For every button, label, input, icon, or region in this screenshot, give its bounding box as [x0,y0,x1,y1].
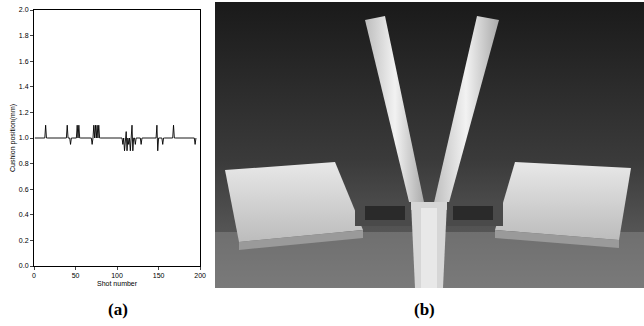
svg-text:100: 100 [111,272,123,279]
svg-text:1.6: 1.6 [19,58,29,65]
svg-text:1.8: 1.8 [19,32,29,39]
html-text:(a): (a) [108,300,128,319]
svg-text:2.0: 2.0 [19,6,29,13]
svg-text:50: 50 [72,272,80,279]
svg-text:0.6: 0.6 [19,186,29,193]
svg-text:200: 200 [194,272,206,279]
svg-text:1.4: 1.4 [19,83,29,90]
svg-text:0.4: 0.4 [19,211,29,218]
svg-text:150: 150 [153,272,165,279]
svg-text:0.2: 0.2 [19,237,29,244]
svg-text:Shot number: Shot number [97,280,138,287]
svg-text:0.8: 0.8 [19,160,29,167]
svg-text:1.0: 1.0 [19,134,29,141]
svg-text:1.2: 1.2 [19,109,29,116]
html-text:(b): (b) [414,300,435,319]
svg-text:0.0: 0.0 [19,262,29,269]
svg-text:0: 0 [32,272,36,279]
svg-text:Cushion position(mm): Cushion position(mm) [9,104,17,172]
